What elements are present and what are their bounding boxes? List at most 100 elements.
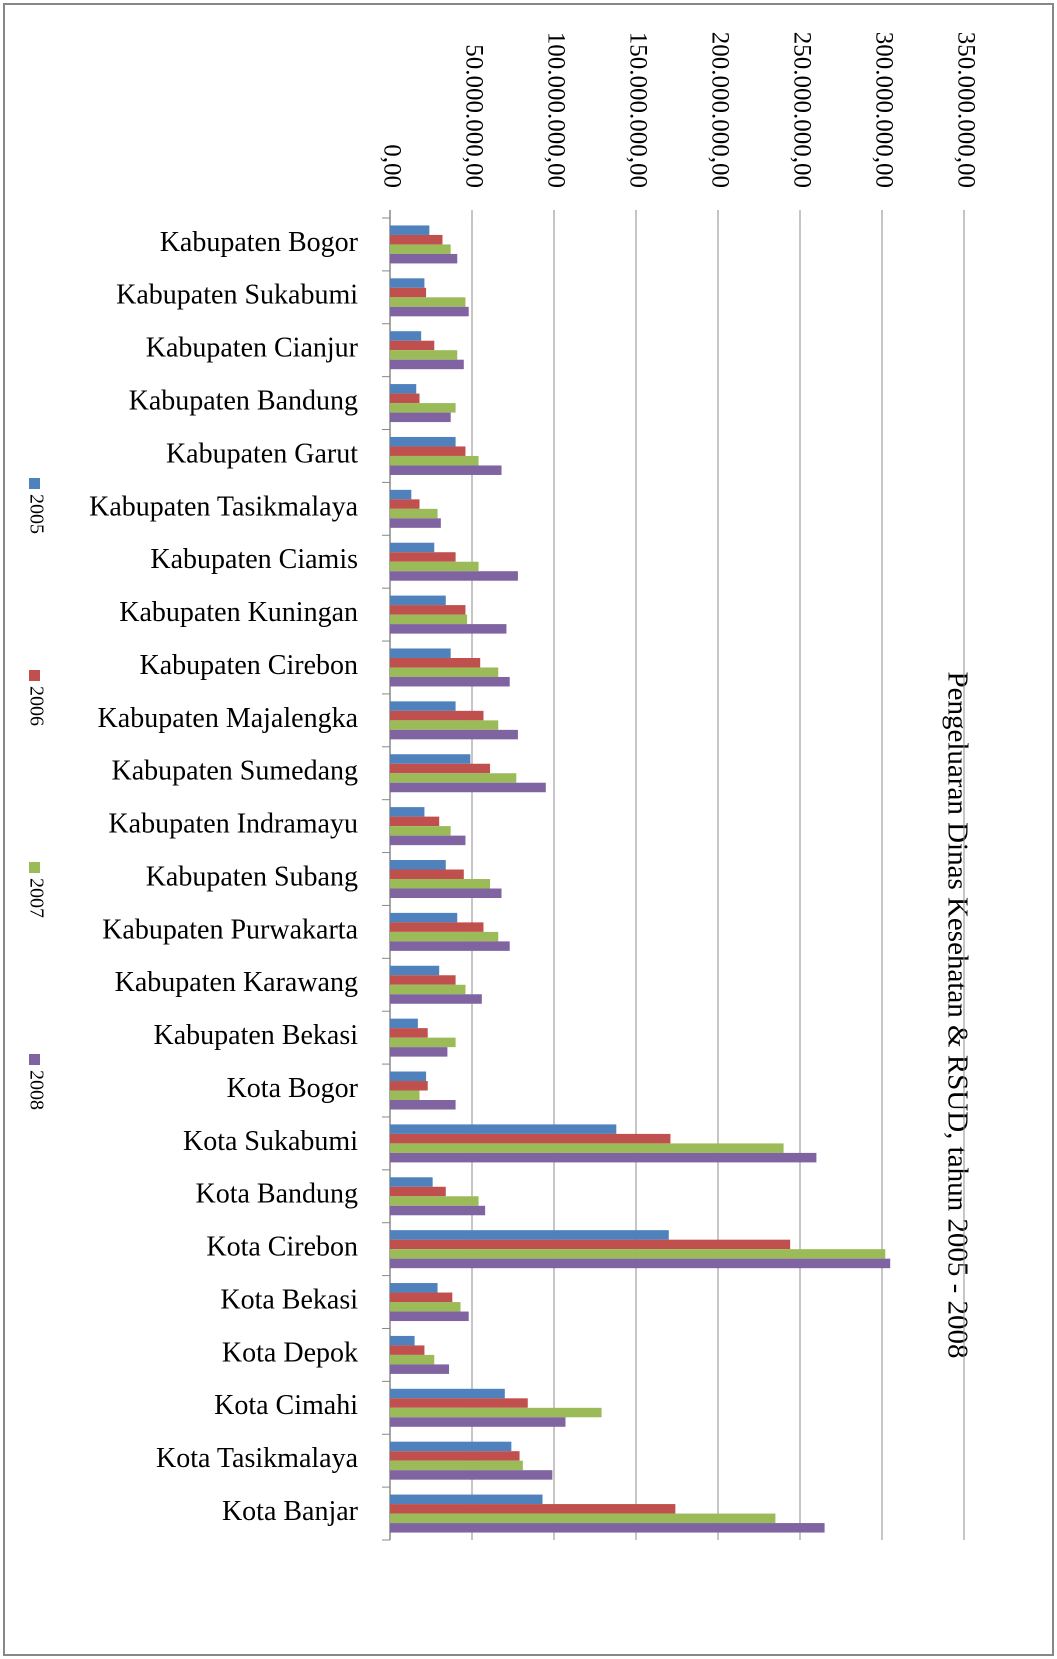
bar [390,1470,553,1480]
bar [390,1345,425,1355]
x-tick-label: 100.000.000,00 [542,32,569,188]
y-tick-label: Kota Cimahi [214,1390,358,1421]
bar [390,1152,817,1163]
y-tick-label: Kabupaten Sumedang [112,756,359,787]
y-tick-label: Kabupaten Sukabumi [116,280,358,311]
x-tick-label: 300.000.000,00 [870,32,897,188]
x-tick-label: 250.000.000,00 [788,32,815,188]
y-tick-label: Kabupaten Purwakarta [102,914,358,945]
bar [390,455,479,466]
y-tick-label: Kota Banjar [222,1496,359,1527]
legend-label: 2006 [25,686,47,726]
y-tick-label: Kabupaten Ciamis [150,544,358,575]
bar [390,912,458,923]
bar [390,1205,486,1216]
bar [390,1460,523,1471]
bar [390,253,458,264]
bar [390,1081,428,1091]
bar [390,676,510,687]
y-tick-label: Kabupaten Kuningan [119,597,358,628]
y-tick-label: Kabupaten Majalengka [98,703,359,734]
bar [390,807,425,817]
bar [390,720,499,730]
legend-label: 2007 [25,878,47,918]
bar [390,595,446,606]
bar [390,518,441,528]
bar [390,306,469,317]
legend-label: 2005 [25,494,47,534]
bar [390,1143,784,1153]
bar [390,1249,886,1259]
bar [390,552,456,562]
bar [390,403,456,413]
chart-title: Pengeluaran Dinas Kesehatan & RSUD, tahu… [941,671,973,1358]
y-tick-label: Kota Cirebon [206,1232,358,1263]
y-tick-label: Kabupaten Cirebon [140,650,359,681]
bar [390,465,502,475]
bar [390,975,456,985]
y-tick-label: Kota Depok [222,1337,358,1368]
bar [390,1196,479,1206]
bar [390,1239,791,1250]
bar [390,701,456,711]
bar [390,773,517,783]
y-tick-label: Kabupaten Bogor [160,227,359,258]
bar [390,605,466,615]
bar [390,499,420,509]
bar [390,1283,438,1293]
bar [390,1302,461,1312]
bar [390,1124,617,1134]
x-tick-label: 150.000.000,00 [624,32,651,188]
bar [390,869,464,879]
bar [390,1018,418,1029]
bar [390,1494,543,1505]
bar [390,667,499,677]
legend-swatch [29,1054,40,1065]
y-tick-label: Kota Tasikmalaya [156,1443,359,1474]
legend-swatch [29,670,40,681]
bar [390,754,471,764]
bar [390,1292,453,1303]
x-tick-label: 50.000.000,00 [460,44,487,188]
y-tick-label: Kota Bekasi [220,1284,358,1315]
chart-frame [3,3,1054,1656]
bar [390,941,510,951]
bar [390,931,499,942]
bar [390,965,440,976]
x-tick-label: 200.000.000,00 [706,32,733,188]
bar [390,1388,505,1399]
bar [390,278,425,288]
x-tick-label: 350.000.000,00 [952,32,979,188]
y-tick-label: Kota Bogor [227,1073,359,1104]
bar [390,1398,528,1408]
y-tick-label: Kabupaten Cianjur [146,333,359,364]
bar [390,657,481,668]
bar [390,1230,669,1240]
bar [390,1523,825,1533]
bar [390,1364,450,1374]
bar [390,994,482,1004]
y-tick-label: Kota Bandung [195,1179,358,1210]
bar [390,1028,428,1038]
bar [390,436,456,447]
bar [390,542,435,553]
bar [390,446,466,456]
bar [390,1258,891,1269]
bar [390,1177,433,1187]
bar [390,835,466,846]
bar [390,1311,469,1322]
y-tick-label: Kota Sukabumi [183,1126,358,1157]
y-tick-label: Kabupaten Bandung [129,386,358,417]
bar [390,1047,448,1057]
bar [390,297,466,307]
bar [390,1133,671,1144]
bar [390,1441,512,1452]
bar [390,234,443,245]
y-tick-label: Kabupaten Garut [166,438,358,469]
bar [390,922,484,932]
bar [390,331,422,341]
bar [390,1354,435,1365]
bar [390,1504,676,1514]
y-tick-label: Kabupaten Indramayu [108,809,358,840]
bar [390,1071,427,1082]
